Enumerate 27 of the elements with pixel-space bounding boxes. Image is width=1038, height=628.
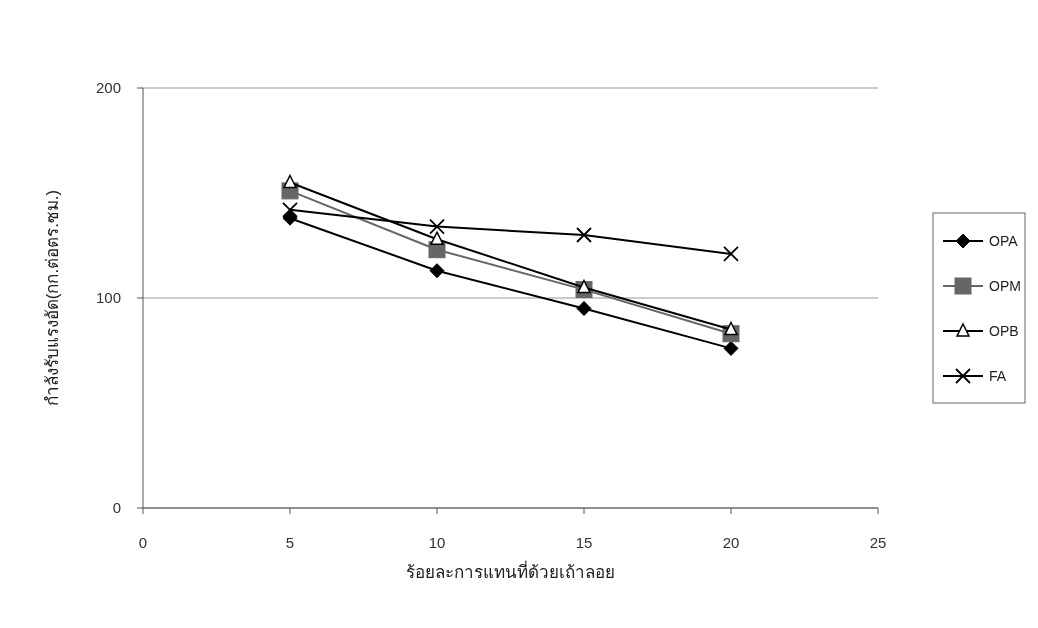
point [282, 201, 298, 218]
x-tick-label: 10 [428, 534, 446, 551]
point [283, 174, 297, 189]
x-tick-label: 25 [869, 534, 887, 551]
x-tick-label: 0 [138, 534, 148, 551]
point [723, 340, 739, 356]
point [282, 210, 298, 226]
legend-label: OPM [989, 278, 1021, 294]
legend-label: FA [989, 368, 1007, 384]
point [577, 279, 591, 294]
x-tick-label: 20 [722, 534, 740, 551]
y-axis-title: กำลังรับแรงอัด(กก.ต่อตร.ซม.) [43, 189, 62, 407]
x-tick-label: 15 [575, 534, 593, 551]
x-axis-title: ร้อยละการแทนที่ด้วยเถ้าลอย [406, 560, 615, 582]
y-tick-label: 100 [95, 289, 121, 306]
point [576, 301, 592, 316]
point [430, 231, 444, 245]
point [576, 227, 592, 243]
x-tick-label: 5 [285, 534, 295, 551]
point [723, 246, 739, 262]
point [724, 321, 738, 336]
y-tick-label: 200 [95, 79, 121, 96]
legend-label: OPA [989, 233, 1019, 249]
y-tick-label: 0 [112, 499, 121, 516]
point [429, 218, 445, 235]
legend-label: OPB [989, 323, 1019, 339]
point [429, 263, 445, 279]
